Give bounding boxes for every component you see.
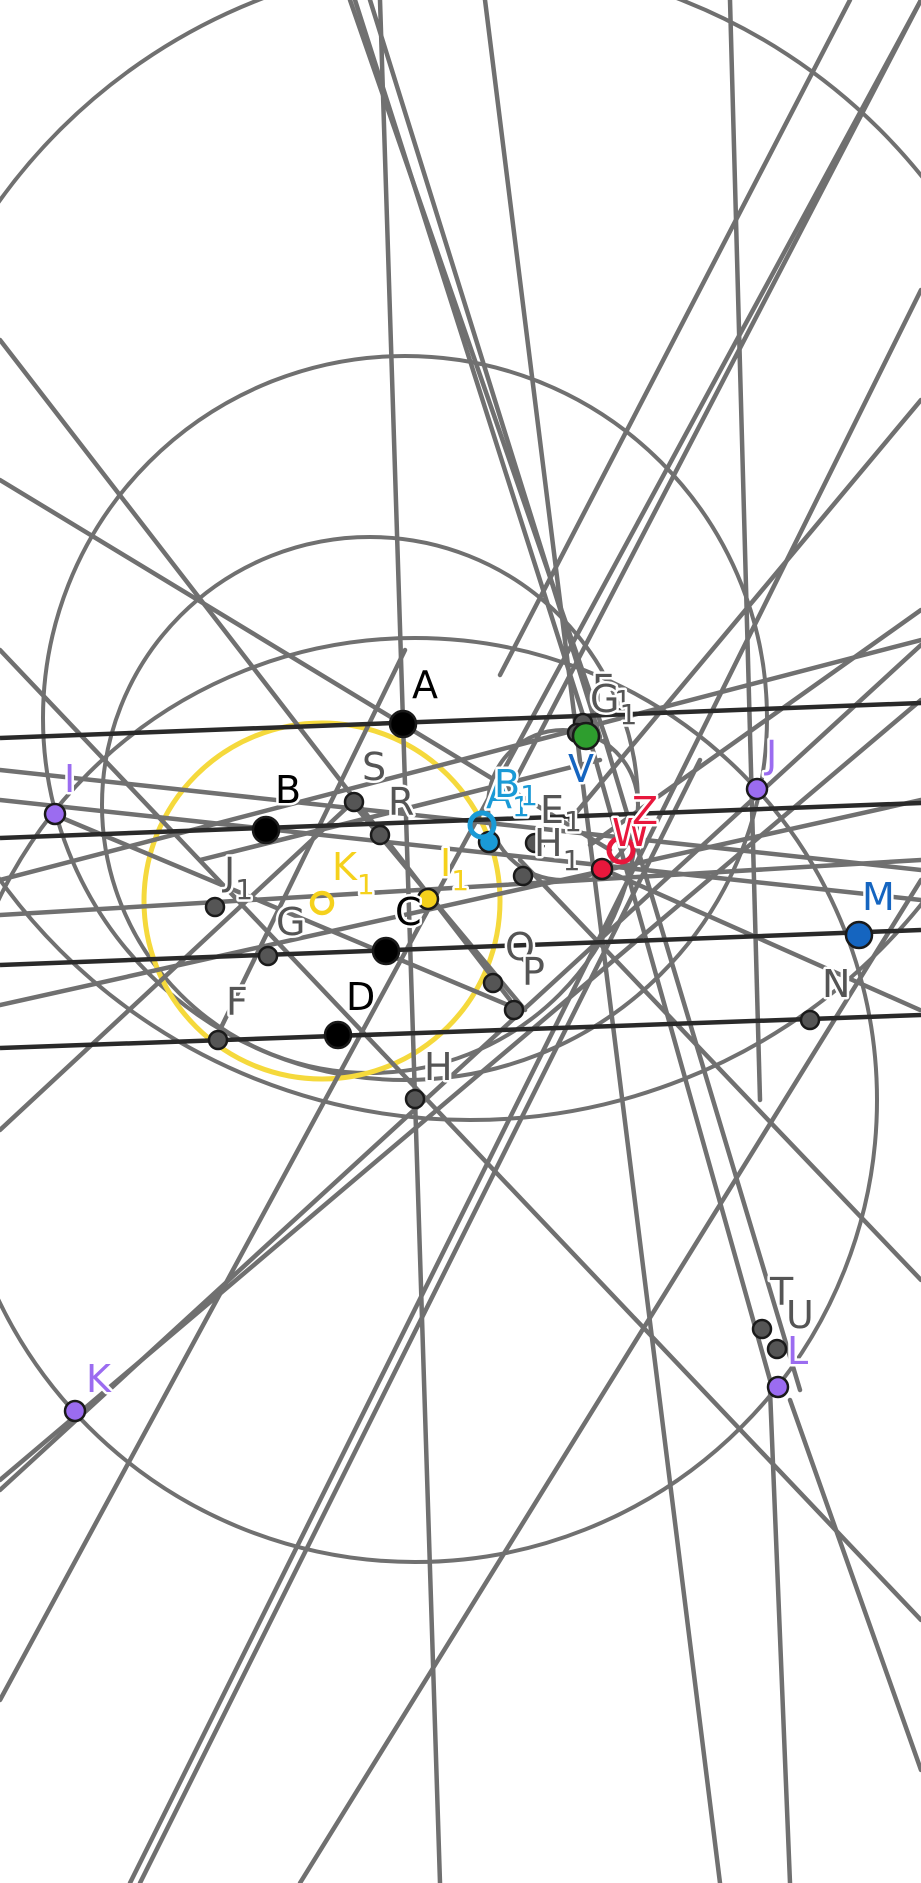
label-R: R [388, 780, 414, 824]
point-I[interactable] [43, 802, 67, 826]
line [0, 0, 921, 1703]
line [0, 697, 921, 1483]
point-Z[interactable] [590, 857, 614, 881]
point-L[interactable] [766, 1375, 790, 1399]
point-J1[interactable] [204, 896, 226, 918]
label-V: V [568, 747, 594, 791]
points [43, 709, 874, 1423]
labels: A B C D F G H I J K L M N Q P R S T U V … [62, 661, 898, 1404]
line [497, 0, 853, 678]
label-J1: J1 [222, 850, 253, 906]
label-K1: K1 [332, 845, 375, 901]
point-C[interactable] [371, 936, 401, 966]
line [0, 797, 921, 1008]
point-P[interactable] [503, 999, 525, 1021]
label-U: U [786, 1293, 814, 1337]
label-F: F [226, 980, 248, 1024]
point-A[interactable] [388, 709, 418, 739]
label-E1: E1 [540, 788, 582, 838]
line [602, 867, 921, 1013]
label-B: B [275, 768, 301, 812]
circle-through-I-J-K-L [0, 636, 879, 1564]
point-N[interactable] [799, 1009, 821, 1031]
point-M[interactable] [844, 920, 874, 950]
label-S: S [362, 745, 386, 789]
point-A1[interactable] [467, 810, 497, 840]
point-V[interactable] [571, 721, 601, 751]
line [212, 647, 408, 1043]
line [0, 857, 921, 918]
label-C: C [395, 890, 422, 934]
label-H: H [424, 1045, 453, 1089]
point-J[interactable] [745, 777, 769, 801]
line [0, 477, 613, 853]
line [727, 0, 763, 1103]
label-N: N [822, 962, 850, 1006]
label-Q: Q [505, 925, 535, 969]
line [767, 1387, 793, 1883]
line [587, 607, 921, 848]
point-S[interactable] [343, 791, 365, 813]
point-B[interactable] [251, 815, 281, 845]
line [137, 757, 703, 1883]
point-Q[interactable] [482, 972, 504, 994]
label-T: T [769, 1270, 794, 1314]
line-through-A [0, 700, 921, 741]
label-Z: Z [632, 789, 658, 833]
label-F1: F1 [592, 667, 632, 717]
point-E1[interactable] [524, 832, 546, 854]
label-A1: A1 [486, 773, 530, 823]
label-P: P [522, 950, 545, 994]
line [347, 0, 613, 753]
point-F[interactable] [207, 1029, 229, 1051]
line [502, 0, 921, 803]
label-A: A [412, 663, 438, 707]
line [567, 397, 921, 823]
line [0, 637, 921, 883]
line [52, 812, 523, 1013]
point-W[interactable] [606, 835, 636, 865]
line [787, 1397, 921, 1773]
point-D[interactable] [323, 1020, 353, 1050]
label-L: L [787, 1329, 808, 1373]
label-G1: G1 [590, 677, 637, 731]
line-through-B [0, 800, 921, 841]
dark-lines [0, 700, 921, 1051]
point-T[interactable] [751, 1318, 773, 1340]
label-J: J [764, 733, 777, 777]
line [297, 877, 921, 1883]
point-H1[interactable] [512, 865, 534, 887]
line [517, 857, 921, 1283]
label-D: D [346, 975, 375, 1019]
large-outer-circle [0, 0, 921, 1122]
label-W: W [612, 811, 650, 855]
yellow-incircle [141, 720, 503, 1082]
point-R[interactable] [369, 824, 391, 846]
point-G[interactable] [257, 945, 279, 967]
point-H[interactable] [404, 1088, 426, 1110]
point-I1[interactable] [416, 887, 440, 911]
point-K1[interactable] [309, 890, 335, 916]
label-M: M [862, 875, 895, 919]
label-K: K [86, 1357, 112, 1401]
line [602, 737, 803, 1393]
point-K[interactable] [63, 1399, 87, 1423]
label-G: G [276, 900, 305, 944]
line [0, 797, 358, 1133]
line-through-C [0, 927, 921, 968]
label-B1: B1 [494, 762, 538, 812]
line [587, 737, 773, 1383]
label-H1: H1 [534, 821, 580, 877]
point-U[interactable] [766, 1338, 788, 1360]
label-I: I [64, 757, 75, 801]
line [0, 647, 921, 1623]
line-through-D [0, 1012, 921, 1051]
label-I1: I1 [440, 841, 469, 897]
